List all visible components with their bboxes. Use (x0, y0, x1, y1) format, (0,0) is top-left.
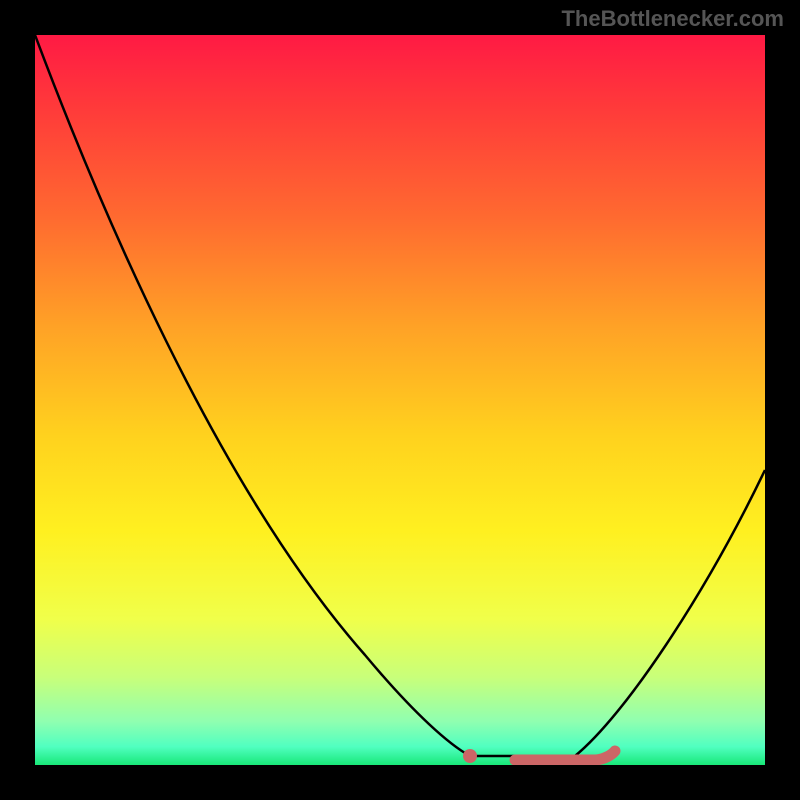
watermark-text: TheBottlenecker.com (561, 6, 784, 32)
bottleneck-curve (35, 35, 765, 765)
marker-segment (515, 751, 615, 760)
chart-container: TheBottlenecker.com (0, 0, 800, 800)
border-left (0, 0, 35, 800)
border-right (765, 0, 800, 800)
border-bottom (0, 765, 800, 800)
curve-path (35, 35, 765, 756)
marker-dot (463, 749, 477, 763)
